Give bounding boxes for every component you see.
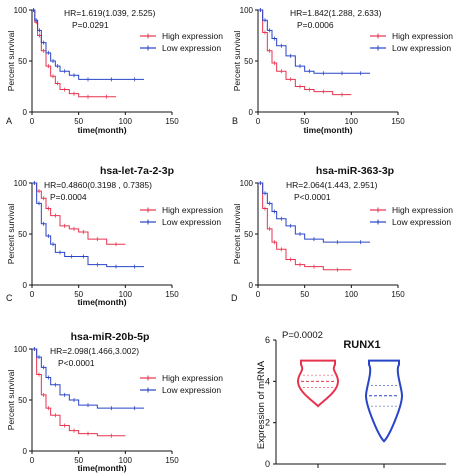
y-tick-label: 100 [240,179,254,188]
low-expression-curve [258,9,370,74]
x-tick-label: 100 [119,117,133,126]
x-tick-label: 150 [391,117,405,126]
low-expression-curve [32,348,144,409]
x-tick-label: 100 [119,290,133,299]
legend-label: High expression [392,31,453,41]
violin-group-1 [296,359,340,408]
panel-letter-a: A [6,116,12,126]
hr-text-c: HR=0.4860(0.3198 , 0.7385) [44,180,152,190]
x-tick-label: 150 [165,456,179,465]
x-tick-label: 0 [30,290,35,299]
panel-title-e: hsa-miR-20b-5p [71,331,150,343]
low-expression-curve [258,182,370,243]
y-tick-label: 0 [23,108,28,117]
y-tick-label: 100 [240,6,254,15]
x-axis-label: time(month) [77,463,126,473]
hr-text-e: HR=2.098(1.466,3.002) [50,346,139,356]
violin-ylabel: Expression of mRNA [256,360,267,449]
hr-text-b: HR=1.842(1.288, 2.633) [290,8,382,18]
violin-group-2 [364,359,404,443]
y-tick-label: 50 [18,396,27,405]
legend-label: High expression [162,31,223,41]
legend-label: High expression [162,205,223,215]
violin-y-tick-label: 2 [265,418,270,428]
x-axis-label: time(month) [77,125,126,135]
panel-letter-c: C [6,293,13,303]
y-tick-label: 50 [244,230,253,239]
high-expression-curve [32,182,126,245]
p-text-b: P=0.0006 [297,20,334,30]
legend-label: Low expression [162,217,221,227]
x-tick-label: 0 [256,117,261,126]
x-tick-label: 100 [345,117,359,126]
panel-letter-b: B [232,116,238,126]
hr-text-a: HR=1.619(1.039, 2.525) [64,8,156,18]
y-tick-label: 0 [23,447,28,456]
x-axis-label: time(month) [77,297,126,307]
x-tick-label: 150 [165,117,179,126]
panel-title-c: hsa-let-7a-2-3p [100,165,174,177]
x-tick-label: 50 [74,117,83,126]
p-text-a: P=0.0291 [72,20,109,30]
violin-y-tick-label: 0 [265,459,270,469]
y-tick-label: 50 [244,57,253,66]
x-tick-label: 100 [345,290,359,299]
legend-label: Low expression [392,43,451,53]
high-expression-curve [258,9,352,96]
x-tick-label: 100 [119,456,133,465]
y-axis-label: Percent survival [6,31,16,92]
y-tick-label: 100 [14,6,28,15]
panel-title-d: hsa-miR-363-3p [316,165,394,177]
legend-label: High expression [162,373,223,383]
y-tick-label: 0 [249,281,254,290]
x-tick-label: 0 [256,290,261,299]
violin-y-tick-label: 6 [265,335,270,345]
p-text-e: P<0.0001 [58,358,95,368]
y-axis-label: Percent survival [232,31,242,92]
violin-title: RUNX1 [343,339,380,351]
y-axis-label: Percent survival [232,204,242,265]
p-text-c: P=0.0004 [50,192,87,202]
panel-letter-d: D [231,293,238,303]
x-tick-label: 50 [74,456,83,465]
x-tick-label: 150 [165,290,179,299]
legend-label: High expression [392,205,453,215]
y-tick-label: 50 [18,57,27,66]
x-axis-label: time(month) [303,125,352,135]
x-tick-label: 50 [300,290,309,299]
violin-y-tick-label: 4 [265,376,270,386]
y-tick-label: 50 [18,230,27,239]
y-tick-label: 0 [23,281,28,290]
x-tick-label: 50 [300,117,309,126]
y-axis-label: Percent survival [6,370,16,431]
hr-text-d: HR=2.064(1.443, 2.951) [286,180,378,190]
x-tick-label: 0 [30,456,35,465]
p-text-d: P<0.0001 [294,192,331,202]
low-expression-curve [32,182,144,268]
y-tick-label: 100 [14,345,28,354]
x-tick-label: 50 [74,290,83,299]
legend-label: Low expression [162,43,221,53]
y-tick-label: 0 [249,108,254,117]
legend-label: Low expression [162,385,221,395]
x-tick-label: 0 [30,117,35,126]
x-tick-label: 150 [391,290,405,299]
violin-p-text: P=0.0002 [282,330,323,341]
y-tick-label: 100 [14,179,28,188]
y-axis-label: Percent survival [6,204,16,265]
legend-label: Low expression [392,217,451,227]
